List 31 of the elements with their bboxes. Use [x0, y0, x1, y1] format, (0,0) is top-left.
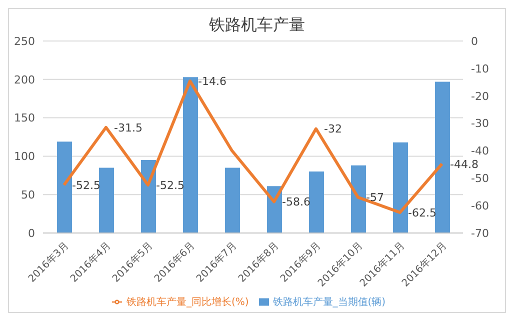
bar: [141, 160, 156, 233]
y-tick-label: 100: [14, 150, 35, 164]
bar: [183, 77, 198, 233]
y2-tick-label: -70: [471, 226, 489, 240]
y2-tick-label: 0: [471, 34, 478, 48]
y-tick-label: 200: [14, 73, 35, 86]
bar: [351, 165, 366, 233]
y-tick-label: 50: [21, 188, 35, 202]
y2-tick-label: -60: [471, 199, 489, 212]
bar: [225, 168, 240, 233]
data-label: -44.8: [450, 158, 478, 171]
y2-tick-label: -30: [471, 117, 489, 130]
bar: [435, 82, 450, 233]
legend-label: 铁路机车产量_同比增长(%): [126, 297, 249, 308]
y2-tick-label: -50: [471, 172, 489, 186]
y-tick-label: 150: [14, 112, 35, 125]
bar: [57, 142, 72, 233]
bar: [393, 142, 408, 233]
y-tick-label: 0: [28, 226, 35, 240]
y-tick-label: 250: [14, 34, 35, 48]
data-label: -14.6: [198, 74, 226, 88]
data-label: -57: [366, 191, 384, 204]
data-label: -32: [324, 122, 342, 136]
y2-tick-label: -20: [471, 90, 489, 103]
y2-tick-label: -40: [471, 144, 489, 158]
bar: [309, 172, 324, 233]
data-label: -31.5: [114, 121, 142, 134]
legend-label: 铁路机车产量_当期值(辆): [272, 297, 386, 308]
bar: [99, 168, 114, 233]
y2-tick-label: -10: [471, 62, 489, 76]
chart-title: 铁路机车产量: [209, 15, 305, 34]
